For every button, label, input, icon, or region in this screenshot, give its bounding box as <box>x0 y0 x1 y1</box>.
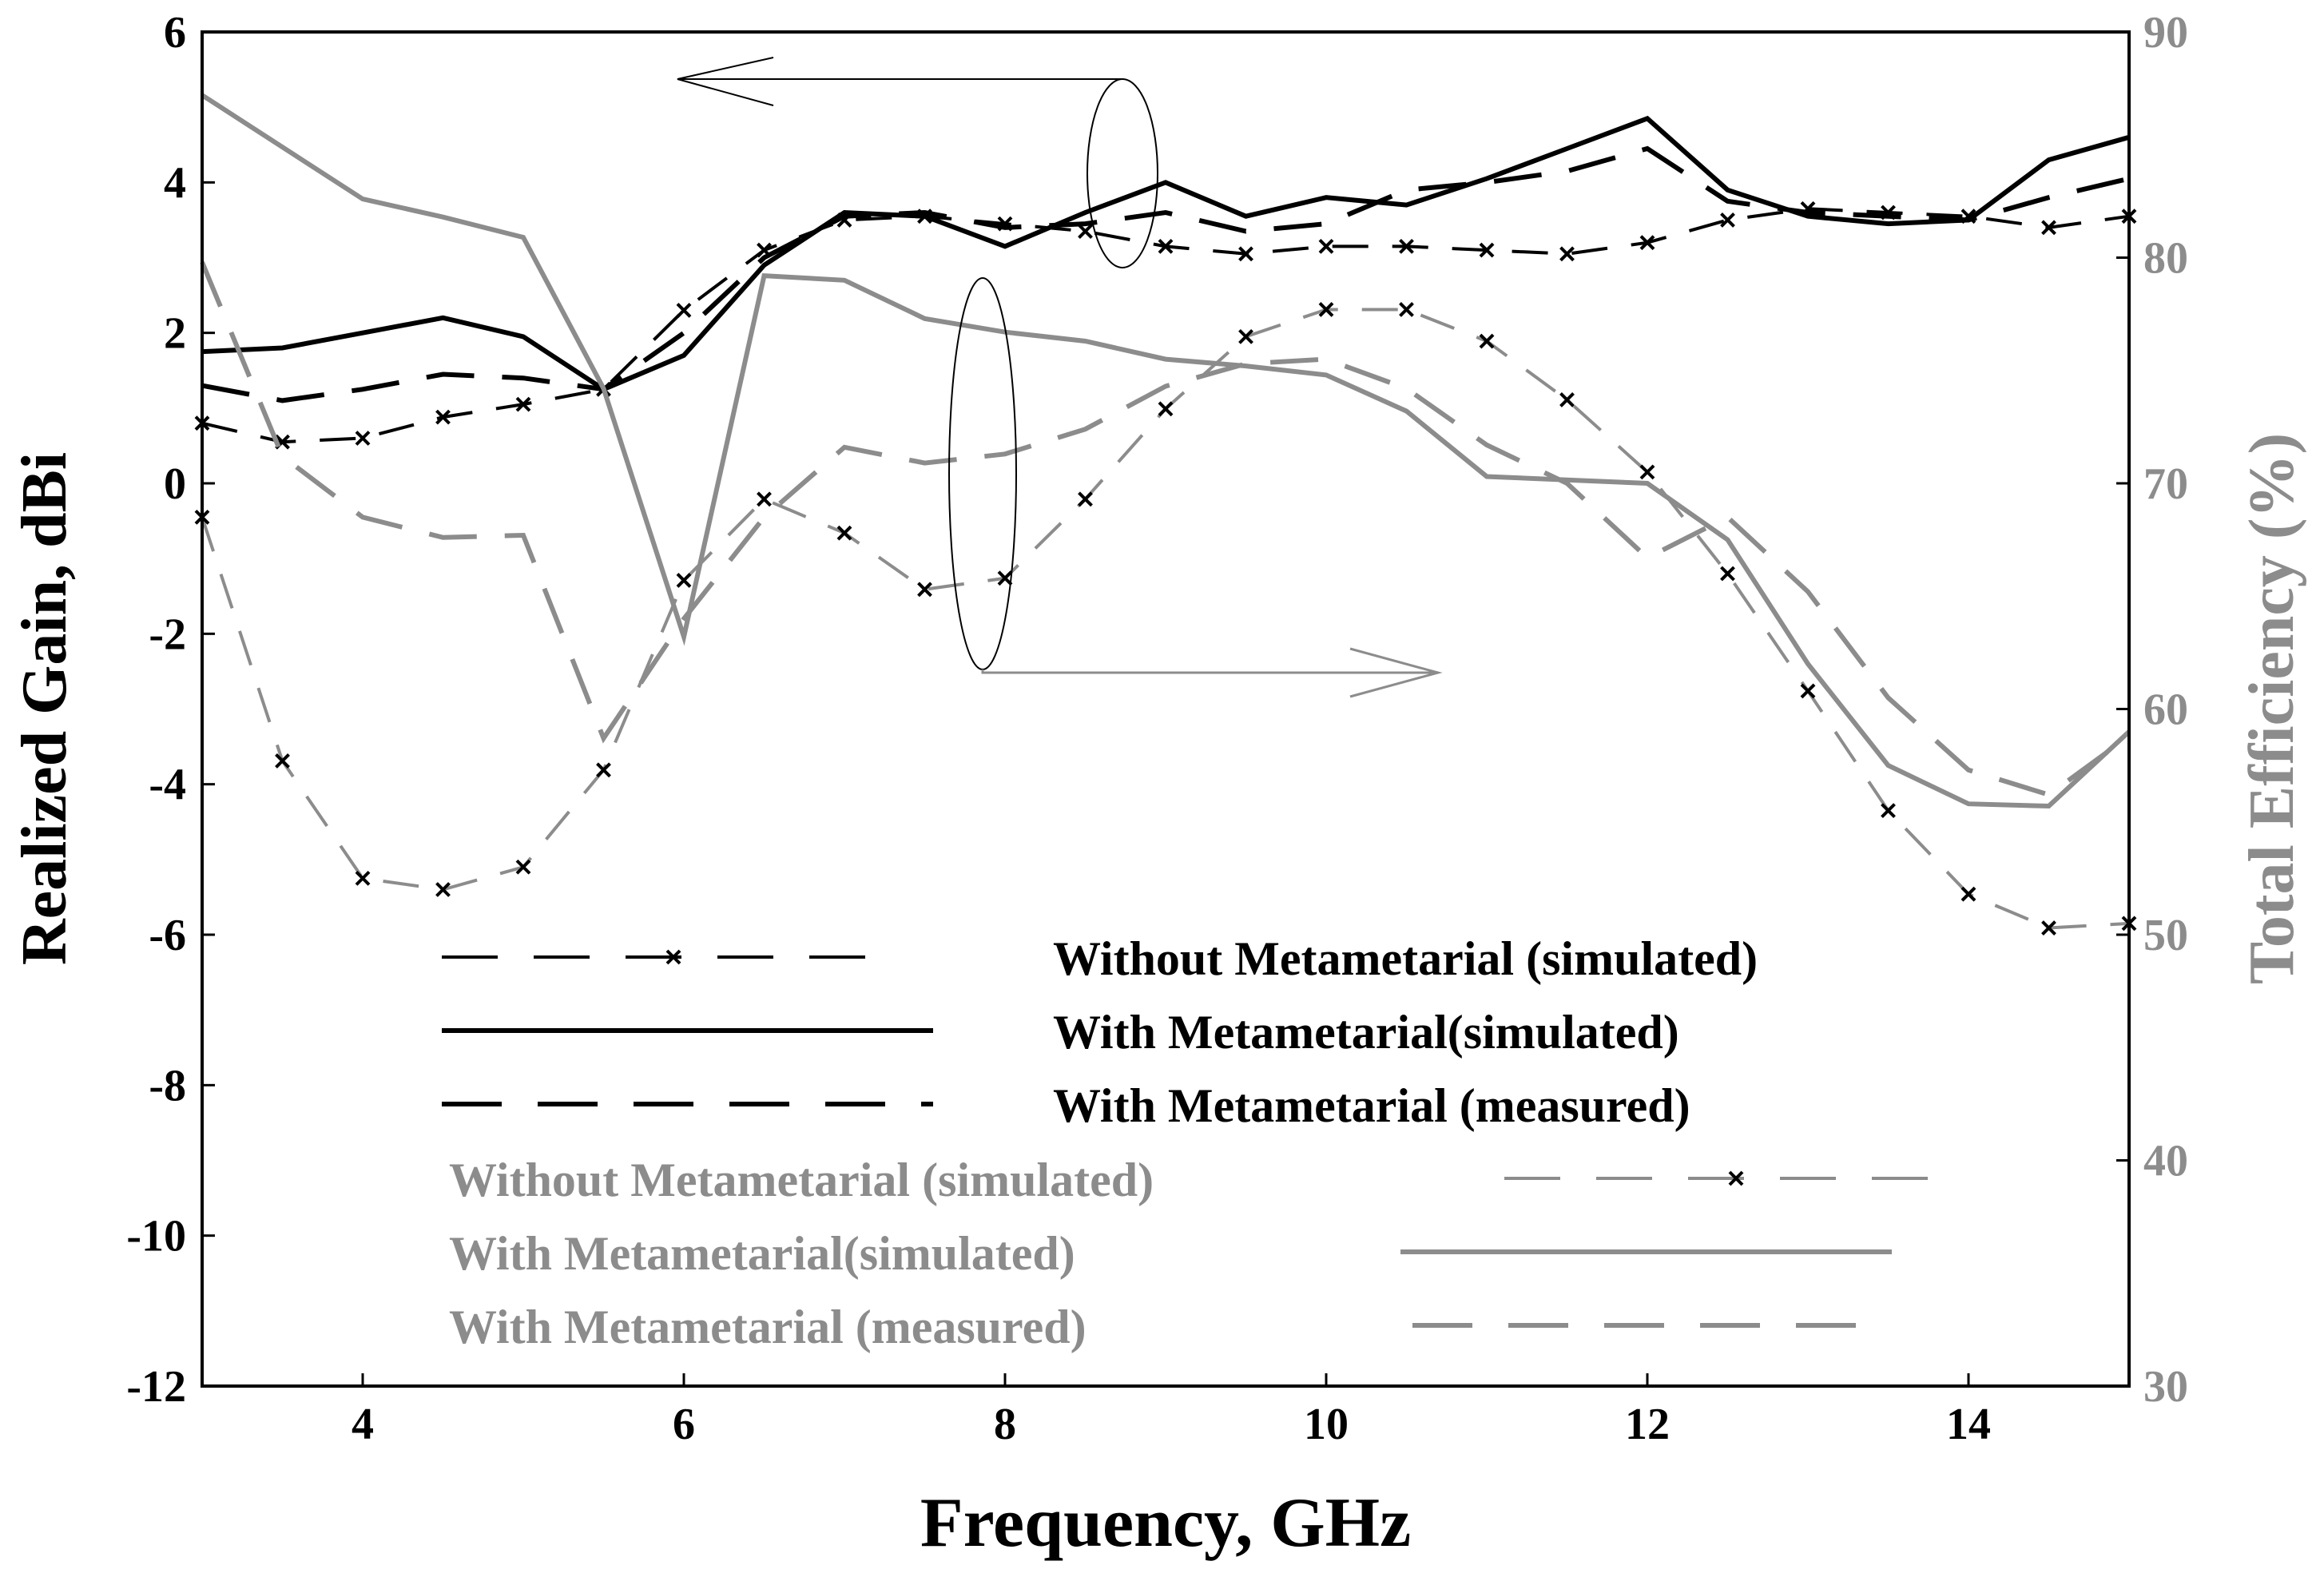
y2-tick-label: 30 <box>2143 1362 2188 1412</box>
x-tick-label: 4 <box>352 1400 374 1449</box>
x-tick-label: 12 <box>1625 1400 1670 1449</box>
series-3-point <box>1318 302 1334 317</box>
series-0-point <box>1238 246 1253 262</box>
series-3-point <box>1881 803 1896 819</box>
y2-tick-label: 80 <box>2143 234 2188 284</box>
y2-tick-label: 50 <box>2143 911 2188 960</box>
y-tick-label: 2 <box>164 309 186 359</box>
series-3-point <box>275 753 290 769</box>
efficiency-group-ellipse <box>948 277 1017 670</box>
series-line-5 <box>200 261 2131 798</box>
y-tick-label: -8 <box>149 1061 186 1110</box>
y-tick-label: -12 <box>126 1362 186 1412</box>
series-3-point <box>1800 683 1816 699</box>
legend-label-gain-without-sim: Without Metametarial (simulated) <box>1053 932 1758 985</box>
series-3-point <box>2041 920 2056 936</box>
series-0-point <box>676 303 692 318</box>
y2-axis-label: Total Efficiency (%) <box>2237 433 2307 984</box>
series-layer <box>194 93 2137 936</box>
series-line-1 <box>201 115 2130 392</box>
series-0-point <box>1318 238 1334 254</box>
series-0-point <box>2041 220 2056 236</box>
x-tick-label: 8 <box>994 1400 1016 1449</box>
series-3-point <box>997 570 1013 586</box>
efficiency-arrow-shaft <box>981 669 1438 674</box>
series-0-point <box>1479 242 1495 258</box>
series-3-point <box>1399 302 1414 317</box>
ticks-layer: 4 6 8 10 12 14 -12 -10 -8 -6 -4 -2 0 2 4 6 30 40 50 60 70 80 9… <box>126 8 2188 1449</box>
legend-label-gain-with-sim: With Metametarial(simulated) <box>1053 1006 1679 1059</box>
series-0-point <box>1399 238 1414 254</box>
series-legend-3-point <box>1728 1170 1744 1186</box>
series-0-point <box>515 396 531 412</box>
legend-label-eff-with-sim: With Metametarial(simulated) <box>449 1227 1075 1280</box>
series-0-point <box>1078 224 1093 239</box>
efficiency-arrow-head <box>1349 647 1443 698</box>
y-tick-label: -10 <box>126 1212 186 1261</box>
y2-tick-label: 70 <box>2143 459 2188 509</box>
legend-label-gain-with-meas: With Metametarial (measured) <box>1053 1079 1690 1132</box>
series-3-point <box>1559 392 1575 407</box>
series-legend-0-point <box>665 949 681 965</box>
x-tick-label: 14 <box>1946 1400 1991 1449</box>
series-0-point <box>1559 246 1575 262</box>
y2-tick-label: 60 <box>2143 685 2188 735</box>
series-3-point <box>1720 566 1735 582</box>
series-3-point <box>1961 886 1976 902</box>
y-tick-label: -6 <box>149 911 186 960</box>
series-3-point <box>355 870 371 886</box>
series-3-point <box>836 525 852 541</box>
x-tick-label: 10 <box>1304 1400 1349 1449</box>
x-axis-label: Frequency, GHz <box>920 1484 1411 1562</box>
series-3-point <box>596 762 611 778</box>
series-3-point <box>676 573 692 588</box>
legend: Without Metametarial (simulated) With Me… <box>442 932 1952 1353</box>
series-0-point <box>1639 235 1655 251</box>
y2-tick-label: 40 <box>2143 1137 2188 1186</box>
annotation-layer <box>677 57 1443 698</box>
y2-tick-label: 90 <box>2143 8 2188 58</box>
series-3-point <box>917 582 932 598</box>
series-line-2 <box>201 145 2130 403</box>
x-tick-label: 6 <box>673 1400 695 1449</box>
series-0-point <box>435 409 451 425</box>
legend-label-eff-without-sim: Without Metametarial (simulated) <box>449 1154 1154 1206</box>
y-tick-label: 0 <box>164 459 186 509</box>
series-line-4 <box>201 93 2131 809</box>
series-3-point <box>757 491 772 507</box>
series-3-point <box>1238 328 1253 344</box>
series-0-point <box>1720 213 1735 228</box>
series-3-point <box>1158 401 1174 417</box>
legend-label-eff-with-meas: With Metametarial (measured) <box>449 1301 1087 1353</box>
series-3-point <box>515 859 531 875</box>
gain-arrow-head <box>677 57 774 106</box>
series-3-point <box>1639 464 1655 480</box>
series-0-point <box>355 431 371 446</box>
series-0-point <box>1158 238 1174 254</box>
series-3-point <box>1479 333 1495 349</box>
y-tick-label: 6 <box>164 8 186 58</box>
y-axis-label: Realized Gain, dBi <box>10 452 80 965</box>
series-line-3 <box>201 308 2130 930</box>
y-tick-label: -2 <box>149 610 186 659</box>
y-tick-label: -4 <box>149 761 186 810</box>
series-3-point <box>1078 491 1093 507</box>
series-3-point <box>435 882 451 897</box>
y-tick-label: 4 <box>164 158 186 208</box>
